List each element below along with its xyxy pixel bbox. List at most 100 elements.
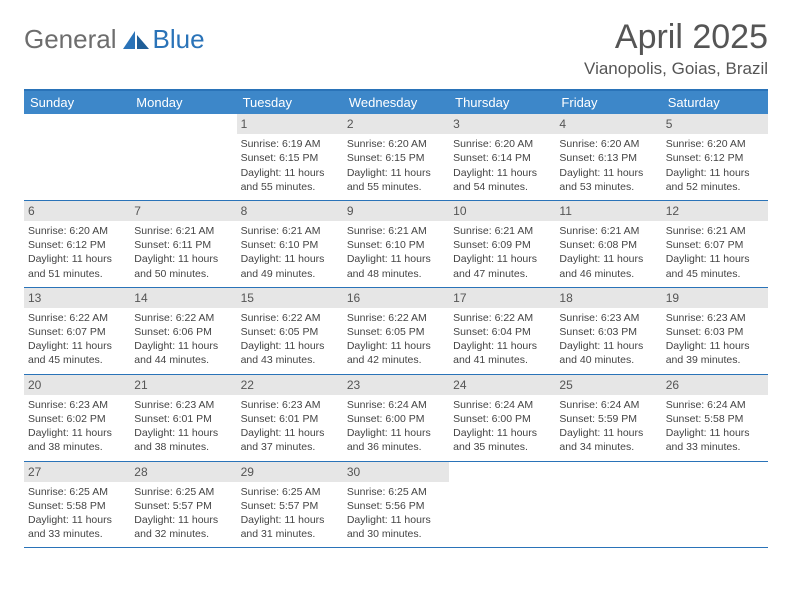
sunrise-line: Sunrise: 6:21 AM — [453, 224, 551, 238]
daylight-line: Daylight: 11 hours and 38 minutes. — [134, 426, 232, 454]
sunrise-line: Sunrise: 6:24 AM — [666, 398, 764, 412]
weekday-header: Saturday — [662, 91, 768, 114]
sunset-line: Sunset: 5:58 PM — [666, 412, 764, 426]
daylight-line: Daylight: 11 hours and 46 minutes. — [559, 252, 657, 280]
sunrise-line: Sunrise: 6:24 AM — [559, 398, 657, 412]
week-row: 13Sunrise: 6:22 AMSunset: 6:07 PMDayligh… — [24, 288, 768, 375]
header: General Blue April 2025 Vianopolis, Goia… — [24, 18, 768, 79]
day-number: 21 — [130, 375, 236, 395]
day-number: 23 — [343, 375, 449, 395]
daylight-line: Daylight: 11 hours and 43 minutes. — [241, 339, 339, 367]
daylight-line: Daylight: 11 hours and 42 minutes. — [347, 339, 445, 367]
day-number: 12 — [662, 201, 768, 221]
sunrise-line: Sunrise: 6:25 AM — [241, 485, 339, 499]
daylight-line: Daylight: 11 hours and 34 minutes. — [559, 426, 657, 454]
daylight-line: Daylight: 11 hours and 41 minutes. — [453, 339, 551, 367]
daylight-line: Daylight: 11 hours and 36 minutes. — [347, 426, 445, 454]
sunset-line: Sunset: 5:58 PM — [28, 499, 126, 513]
day-cell: 23 Sunrise: 6:24 AMSunset: 6:00 PMDayligh… — [343, 375, 449, 461]
day-cell: 11Sunrise: 6:21 AMSunset: 6:08 PMDayligh… — [555, 201, 661, 287]
day-number: 27 — [24, 462, 130, 482]
sunset-line: Sunset: 6:08 PM — [559, 238, 657, 252]
week-row: 20Sunrise: 6:23 AMSunset: 6:02 PMDayligh… — [24, 375, 768, 462]
daylight-line: Daylight: 11 hours and 45 minutes. — [28, 339, 126, 367]
day-number: 1 — [237, 114, 343, 134]
daylight-line: Daylight: 11 hours and 49 minutes. — [241, 252, 339, 280]
sunrise-line: Sunrise: 6:23 AM — [28, 398, 126, 412]
daylight-line: Daylight: 11 hours and 33 minutes. — [666, 426, 764, 454]
day-cell: 8Sunrise: 6:21 AMSunset: 6:10 PMDaylight… — [237, 201, 343, 287]
day-cell: 13Sunrise: 6:22 AMSunset: 6:07 PMDayligh… — [24, 288, 130, 374]
logo: General Blue — [24, 24, 205, 55]
day-cell: 20Sunrise: 6:23 AMSunset: 6:02 PMDayligh… — [24, 375, 130, 461]
sunset-line: Sunset: 6:04 PM — [453, 325, 551, 339]
day-number: 17 — [449, 288, 555, 308]
day-cell: 12Sunrise: 6:21 AMSunset: 6:07 PMDayligh… — [662, 201, 768, 287]
day-cell: 7Sunrise: 6:21 AMSunset: 6:11 PMDaylight… — [130, 201, 236, 287]
sunrise-line: Sunrise: 6:25 AM — [347, 485, 445, 499]
day-number: 26 — [662, 375, 768, 395]
weekday-header: Friday — [555, 91, 661, 114]
sunrise-line: Sunrise: 6:21 AM — [666, 224, 764, 238]
weekday-header: Sunday — [24, 91, 130, 114]
day-cell: 9Sunrise: 6:21 AMSunset: 6:10 PMDaylight… — [343, 201, 449, 287]
sunset-line: Sunset: 6:01 PM — [241, 412, 339, 426]
day-number: 16 — [343, 288, 449, 308]
day-cell: 28Sunrise: 6:25 AMSunset: 5:57 PMDayligh… — [130, 462, 236, 548]
weekday-header: Monday — [130, 91, 236, 114]
sunrise-line: Sunrise: 6:21 AM — [241, 224, 339, 238]
day-number: 11 — [555, 201, 661, 221]
day-number: 25 — [555, 375, 661, 395]
day-number: 24 — [449, 375, 555, 395]
sunrise-line: Sunrise: 6:23 AM — [134, 398, 232, 412]
day-cell: 24Sunrise: 6:24 AMSunset: 6:00 PMDayligh… — [449, 375, 555, 461]
sunrise-line: Sunrise: 6:20 AM — [453, 137, 551, 151]
sunset-line: Sunset: 6:15 PM — [347, 151, 445, 165]
day-cell: 3Sunrise: 6:20 AMSunset: 6:14 PMDaylight… — [449, 114, 555, 200]
daylight-line: Daylight: 11 hours and 44 minutes. — [134, 339, 232, 367]
day-cell: . — [449, 462, 555, 548]
sunrise-line: Sunrise: 6:23 AM — [666, 311, 764, 325]
sunset-line: Sunset: 6:03 PM — [559, 325, 657, 339]
day-number: 15 — [237, 288, 343, 308]
day-cell: 29Sunrise: 6:25 AMSunset: 5:57 PMDayligh… — [237, 462, 343, 548]
daylight-line: Daylight: 11 hours and 48 minutes. — [347, 252, 445, 280]
day-number: 22 — [237, 375, 343, 395]
day-cell: 15Sunrise: 6:22 AMSunset: 6:05 PMDayligh… — [237, 288, 343, 374]
sunrise-line: Sunrise: 6:24 AM — [347, 398, 445, 412]
sunrise-line: Sunrise: 6:22 AM — [28, 311, 126, 325]
daylight-line: Daylight: 11 hours and 32 minutes. — [134, 513, 232, 541]
calendar-body: ..1Sunrise: 6:19 AMSunset: 6:15 PMDaylig… — [24, 114, 768, 548]
sunset-line: Sunset: 6:00 PM — [347, 412, 445, 426]
title-block: April 2025 Vianopolis, Goias, Brazil — [584, 18, 768, 79]
day-cell: 19Sunrise: 6:23 AMSunset: 6:03 PMDayligh… — [662, 288, 768, 374]
sunrise-line: Sunrise: 6:25 AM — [28, 485, 126, 499]
sunrise-line: Sunrise: 6:22 AM — [134, 311, 232, 325]
sunrise-line: Sunrise: 6:24 AM — [453, 398, 551, 412]
day-cell: 6Sunrise: 6:20 AMSunset: 6:12 PMDaylight… — [24, 201, 130, 287]
sunrise-line: Sunrise: 6:21 AM — [134, 224, 232, 238]
day-number: 5 — [662, 114, 768, 134]
sunrise-line: Sunrise: 6:22 AM — [347, 311, 445, 325]
sunset-line: Sunset: 5:57 PM — [134, 499, 232, 513]
sunset-line: Sunset: 6:11 PM — [134, 238, 232, 252]
daylight-line: Daylight: 11 hours and 55 minutes. — [347, 166, 445, 194]
week-row: ..1Sunrise: 6:19 AMSunset: 6:15 PMDaylig… — [24, 114, 768, 201]
day-cell: 25Sunrise: 6:24 AMSunset: 5:59 PMDayligh… — [555, 375, 661, 461]
day-number: 3 — [449, 114, 555, 134]
sunset-line: Sunset: 6:07 PM — [28, 325, 126, 339]
daylight-line: Daylight: 11 hours and 52 minutes. — [666, 166, 764, 194]
day-number: 2 — [343, 114, 449, 134]
week-row: 6Sunrise: 6:20 AMSunset: 6:12 PMDaylight… — [24, 201, 768, 288]
sunrise-line: Sunrise: 6:20 AM — [28, 224, 126, 238]
weekday-header: Tuesday — [237, 91, 343, 114]
day-cell: 27 Sunrise: 6:25 AMSunset: 5:58 PMDayligh… — [24, 462, 130, 548]
sunset-line: Sunset: 6:00 PM — [453, 412, 551, 426]
day-cell: . — [555, 462, 661, 548]
day-number: 8 — [237, 201, 343, 221]
day-number: 20 — [24, 375, 130, 395]
daylight-line: Daylight: 11 hours and 33 minutes. — [28, 513, 126, 541]
daylight-line: Daylight: 11 hours and 38 minutes. — [28, 426, 126, 454]
sunrise-line: Sunrise: 6:25 AM — [134, 485, 232, 499]
sunrise-line: Sunrise: 6:20 AM — [559, 137, 657, 151]
